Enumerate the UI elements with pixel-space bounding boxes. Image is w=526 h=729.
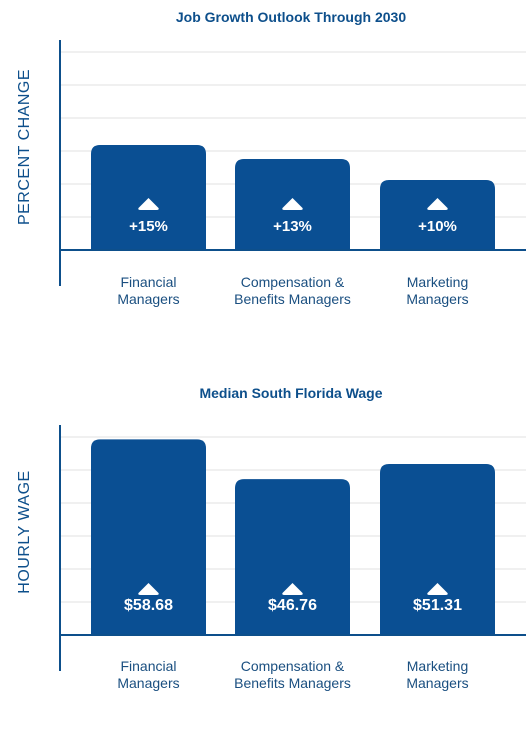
growth-bar — [91, 145, 206, 250]
growth-bar-label: +10% — [418, 218, 457, 235]
growth-category-label: Compensation & Benefits Managers — [234, 274, 351, 307]
triangle-up-icon — [427, 198, 448, 210]
growth-bar-label: +15% — [129, 218, 168, 235]
wage-bar-label: $51.31 — [413, 597, 462, 614]
wage-chart-ylabel: HOURLY WAGE — [16, 470, 33, 593]
wage-bar — [380, 463, 495, 635]
growth-chart-title: Job Growth Outlook Through 2030 — [176, 9, 406, 25]
triangle-up-icon — [138, 583, 159, 595]
triangle-up-icon — [282, 583, 303, 595]
growth-chart-ylabel: PERCENT CHANGE — [16, 69, 33, 225]
wage-chart-title: Median South Florida Wage — [199, 385, 382, 401]
growth-category-label: Financial Managers — [117, 274, 179, 307]
growth-chart: Job Growth Outlook Through 2030 PERCENT … — [16, 9, 526, 307]
triangle-up-icon — [427, 583, 448, 595]
wage-category-label: Compensation & Benefits Managers — [234, 658, 351, 691]
wage-chart-axis — [59, 425, 526, 671]
wage-category-label: Marketing Managers — [406, 658, 468, 691]
growth-category-label: Marketing Managers — [406, 274, 468, 307]
wage-bar-label: $46.76 — [268, 597, 317, 614]
growth-chart-axis — [59, 40, 526, 286]
wage-chart: Median South Florida Wage HOURLY WAGE $5… — [16, 385, 526, 691]
wage-category-label: Financial Managers — [117, 658, 179, 691]
wage-bar — [91, 439, 206, 635]
growth-bar — [380, 180, 495, 250]
growth-bar-label: +13% — [273, 218, 312, 235]
wage-bar-label: $58.68 — [124, 597, 173, 614]
wage-chart-categories: Financial Managers Compensation & Benefits … — [117, 658, 468, 691]
growth-chart-categories: Financial Managers Compensation & Benefits … — [117, 274, 468, 307]
triangle-up-icon — [282, 198, 303, 210]
wage-chart-bars: $58.68 $46.76 $51.31 — [91, 439, 495, 635]
wage-bar — [235, 479, 350, 635]
growth-chart-bars: +15% +13% +10% — [91, 145, 495, 250]
triangle-up-icon — [138, 198, 159, 210]
